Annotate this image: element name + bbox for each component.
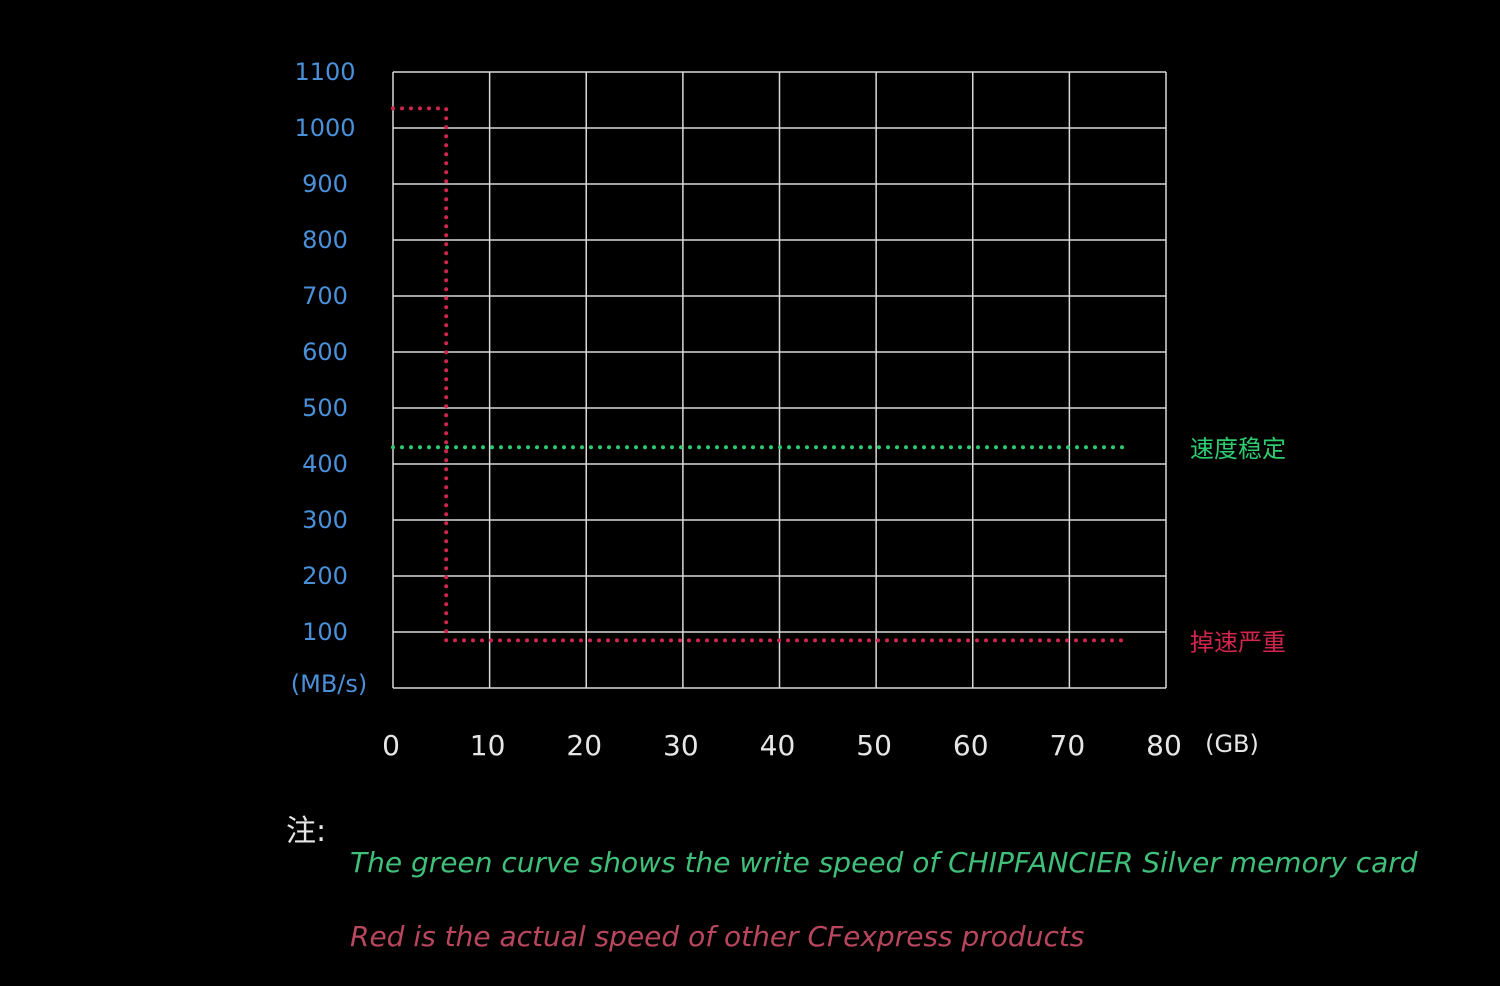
y-tick-label: 1100 xyxy=(294,58,355,86)
x-tick-label: 10 xyxy=(470,729,506,762)
y-tick-label: 900 xyxy=(302,170,348,198)
x-axis-ticks: 0 10 20 30 40 50 60 70 80 xyxy=(382,729,1182,762)
y-tick-label: 400 xyxy=(302,450,348,478)
y-tick-label: 700 xyxy=(302,282,348,310)
x-tick-label: 20 xyxy=(566,729,602,762)
series-lines xyxy=(391,106,1130,643)
y-tick-label: 300 xyxy=(302,506,348,534)
x-tick-label: 50 xyxy=(856,729,892,762)
x-tick-label: 30 xyxy=(663,729,699,762)
series-label: 掉速严重 xyxy=(1190,628,1286,656)
note-green-curve: The green curve shows the write speed of… xyxy=(350,846,1418,879)
note-heading: 注: xyxy=(286,814,327,849)
x-axis-label: (GB) xyxy=(1205,730,1259,758)
x-tick-label: 0 xyxy=(382,729,400,762)
series-line xyxy=(391,106,1130,643)
note-red-curve: Red is the actual speed of other CFexpre… xyxy=(350,920,1085,953)
series-label: 速度稳定 xyxy=(1190,435,1286,463)
x-tick-label: 80 xyxy=(1146,729,1182,762)
y-tick-label: 1000 xyxy=(294,114,355,142)
x-tick-label: 40 xyxy=(760,729,796,762)
y-axis-label: (MB/s) xyxy=(291,670,368,698)
y-tick-label: 600 xyxy=(302,338,348,366)
y-axis-ticks: 100 200 300 400 500 600 700 800 900 1000 1100 xyxy=(294,58,355,646)
y-tick-label: 500 xyxy=(302,394,348,422)
grid xyxy=(392,71,1167,689)
y-tick-label: 800 xyxy=(302,226,348,254)
x-tick-label: 70 xyxy=(1050,729,1086,762)
y-tick-label: 100 xyxy=(302,618,348,646)
x-tick-label: 60 xyxy=(953,729,989,762)
y-tick-label: 200 xyxy=(302,562,348,590)
